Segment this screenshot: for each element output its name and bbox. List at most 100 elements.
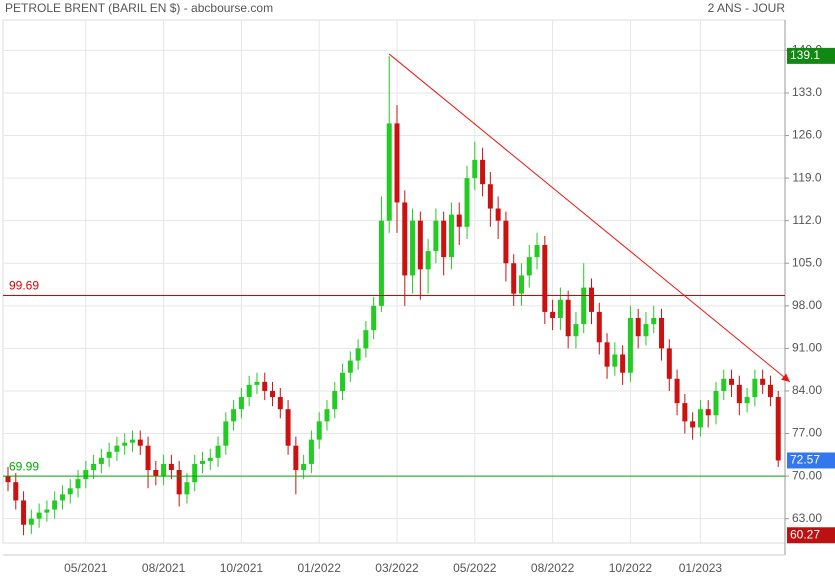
candle-body <box>83 470 89 480</box>
candle-body <box>36 512 42 519</box>
candle-body <box>620 354 626 373</box>
price-tag <box>787 527 835 544</box>
candle-body <box>308 439 314 464</box>
candle-body <box>674 378 680 404</box>
candle-body <box>246 384 252 398</box>
candle-body <box>542 245 548 312</box>
candle-body <box>659 317 665 349</box>
candle-body <box>635 317 641 337</box>
x-tick-label: 08/2021 <box>142 561 186 575</box>
y-tick-label: 84.00 <box>792 383 822 397</box>
y-tick-label: 133.0 <box>792 85 822 99</box>
candle-body <box>332 390 338 410</box>
price-tag-label: 60.27 <box>790 527 820 541</box>
candle-body <box>596 311 602 343</box>
candle-body <box>184 482 190 495</box>
y-tick-label: 91.00 <box>792 341 822 355</box>
candle-body <box>394 123 400 203</box>
y-tick-label: 112.0 <box>792 213 821 227</box>
x-tick-label: 01/2023 <box>679 561 723 575</box>
y-tick-label: 63.00 <box>792 511 822 525</box>
candle-body <box>775 397 781 461</box>
candle-body <box>697 409 703 428</box>
candle-body <box>44 509 50 513</box>
candle-body <box>487 184 493 209</box>
candle-body <box>480 159 486 185</box>
candle-body <box>200 460 205 464</box>
candle-body <box>363 330 369 349</box>
candle-body <box>721 378 727 391</box>
candle-body <box>161 463 167 477</box>
candle-body <box>371 305 377 331</box>
candle-body <box>91 463 97 471</box>
candle-body <box>168 463 174 471</box>
price-tag-label: 139.1 <box>790 48 820 62</box>
candle-body <box>464 178 470 227</box>
candle-body <box>13 482 19 501</box>
candle-body <box>98 457 104 464</box>
x-tick-label: 08/2022 <box>531 561 575 575</box>
candle-body <box>402 202 408 276</box>
candle-body <box>417 220 423 270</box>
candle-body <box>760 378 766 385</box>
candle-body <box>643 324 649 337</box>
candle-body <box>215 445 221 458</box>
x-tick-label: 05/2021 <box>64 561 108 575</box>
price-tag <box>787 452 835 469</box>
candle-body <box>316 421 322 440</box>
candle-body <box>270 390 276 398</box>
y-tick-label: 98.00 <box>792 298 822 312</box>
x-tick-label: 10/2021 <box>220 561 264 575</box>
candle-body <box>589 287 594 312</box>
candle-body <box>52 500 58 510</box>
candle-body <box>340 372 346 391</box>
candle-body <box>472 159 478 179</box>
level-label: 69.99 <box>9 459 39 473</box>
candle-body <box>75 479 81 489</box>
x-tick-label: 10/2022 <box>609 561 653 575</box>
candle-body <box>231 409 237 422</box>
candle-body <box>5 476 11 483</box>
candle-body <box>137 439 143 446</box>
candle-body <box>433 220 439 252</box>
candle-body <box>176 470 182 495</box>
x-tick-label: 01/2022 <box>298 561 342 575</box>
candle-body <box>129 439 135 443</box>
price-tag <box>787 47 835 64</box>
y-tick-label: 119.0 <box>792 170 821 184</box>
candle-body <box>122 442 128 446</box>
plot-area <box>2 19 786 544</box>
x-tick-label: 03/2022 <box>375 561 419 575</box>
candle-body <box>682 403 688 422</box>
candle-body <box>557 299 563 318</box>
candle-body <box>293 445 299 471</box>
candle-body <box>21 500 27 525</box>
candle-body <box>410 220 416 276</box>
level-label: 99.69 <box>9 279 39 293</box>
chart-title: PETROLE BRENT (BARIL EN $) - abcbourse.c… <box>5 1 273 15</box>
candle-body <box>503 220 509 264</box>
candle-body <box>28 518 34 525</box>
candle-body <box>456 214 462 227</box>
candle-body <box>441 220 447 258</box>
y-tick-label: 70.00 <box>792 468 822 482</box>
candle-body <box>604 342 610 367</box>
candle-body <box>207 457 213 461</box>
candle-body <box>565 299 571 337</box>
candle-body <box>355 348 361 361</box>
x-tick-label: 05/2022 <box>453 561 497 575</box>
candle-body <box>223 421 229 446</box>
price-tag-label: 72.57 <box>790 453 820 467</box>
candle-body <box>285 409 291 446</box>
candle-body <box>386 123 392 221</box>
candle-body <box>67 488 73 495</box>
candle-body <box>347 360 353 373</box>
candle-body <box>425 251 431 270</box>
candle-body <box>752 378 758 398</box>
candle-body <box>277 397 283 410</box>
candle-body <box>59 494 65 501</box>
candle-body <box>145 445 151 471</box>
candle-body <box>581 287 587 325</box>
y-tick-label: 105.0 <box>792 255 822 269</box>
